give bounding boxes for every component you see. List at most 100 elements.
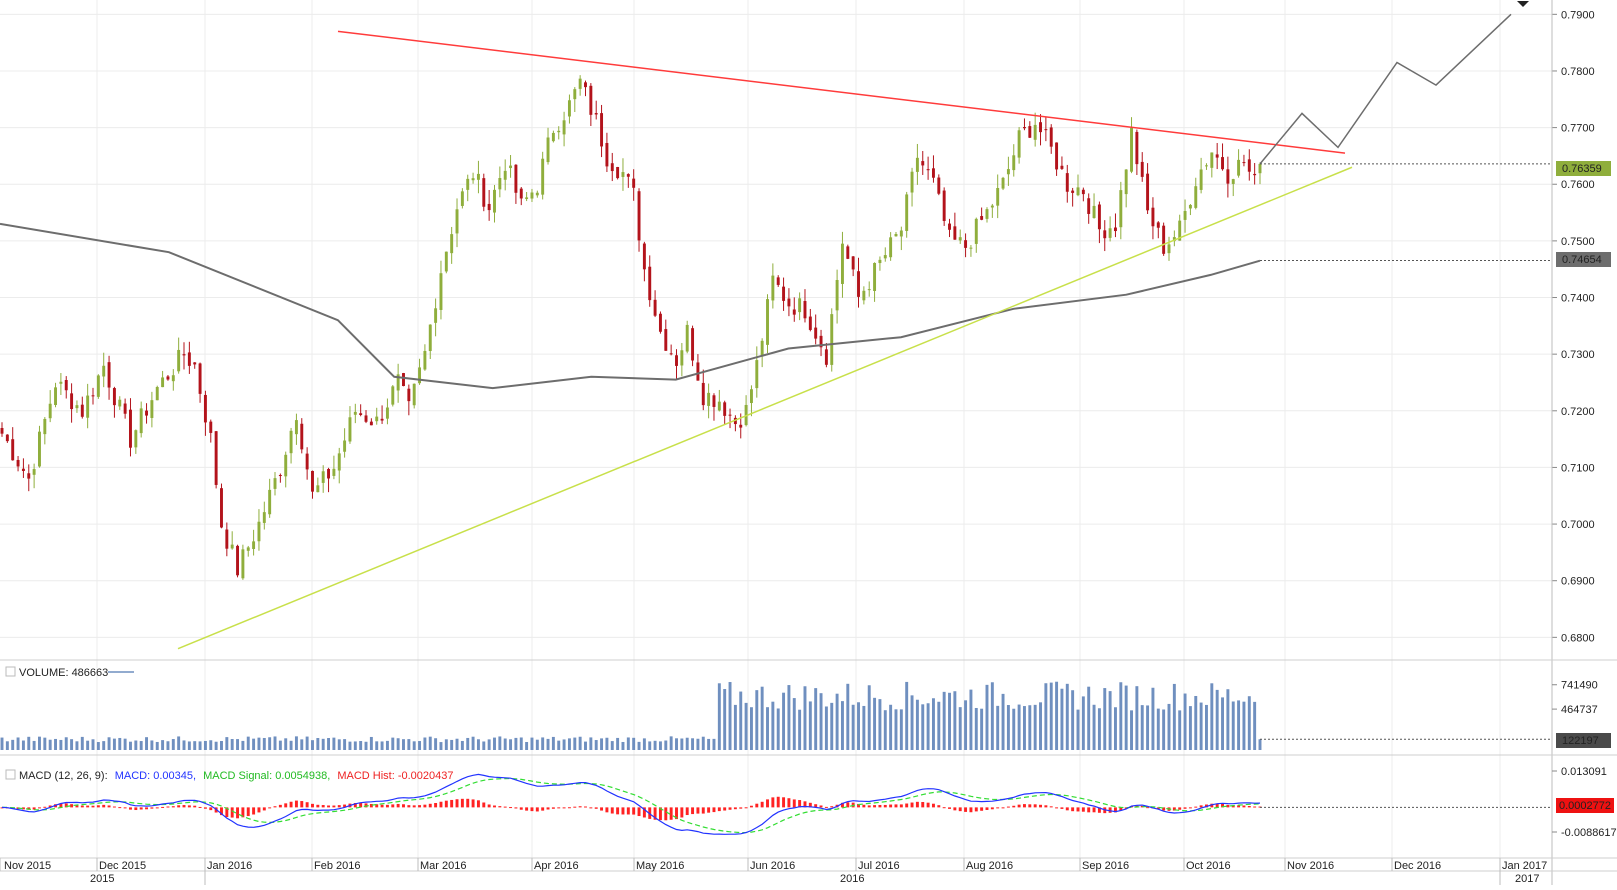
candle-body (391, 386, 395, 405)
volume-bar (32, 740, 36, 750)
volume-bar (455, 738, 459, 750)
macd-hist-bar (915, 801, 919, 808)
candle-body (305, 453, 309, 470)
candle-body (830, 314, 834, 365)
volume-bar (969, 689, 973, 750)
macd-hist-bar (1221, 804, 1224, 808)
macd-hist-bar (171, 806, 175, 808)
volume-bar (840, 701, 844, 750)
macd-hist-bar (412, 805, 416, 808)
candle-body (509, 165, 513, 169)
macd-legend-hist: MACD Hist: -0.0020437 (337, 770, 453, 782)
macd-hist-bar (1092, 807, 1096, 813)
macd-hist-bar (541, 807, 545, 811)
candle-body (658, 313, 662, 332)
volume-bar (1039, 702, 1042, 750)
chevron-down-icon[interactable] (1517, 1, 1529, 7)
candle-body (332, 468, 336, 476)
candle-body (418, 367, 422, 384)
y-tick-label: 0.7600 (1561, 179, 1595, 191)
volume-bar (1060, 688, 1064, 750)
macd-toggle-box[interactable] (5, 769, 16, 780)
candle-body (187, 352, 191, 366)
macd-legend: MACD (12, 26, 9): MACD: 0.00345, MACD Si… (19, 770, 454, 782)
candle-body (562, 120, 566, 135)
macd-hist-bar (359, 802, 363, 808)
candle-body (664, 329, 668, 351)
volume-bar (444, 739, 448, 750)
macd-hist-bar (1033, 804, 1037, 808)
volume-bar (198, 741, 202, 750)
macd-hist-bar (610, 807, 614, 814)
candle-body (32, 469, 36, 475)
candle-body (311, 470, 314, 492)
candle-body (321, 471, 325, 483)
volume-bar (744, 702, 748, 750)
macd-hist-bar (96, 805, 100, 808)
candle-body (787, 298, 791, 307)
volume-bar (974, 707, 978, 750)
volume-bar (337, 739, 341, 750)
candle-body (1044, 129, 1048, 131)
x-tick-label: Oct 2016 (1186, 860, 1231, 872)
x-tick-label: Jan 2016 (207, 860, 252, 872)
candle-body (610, 163, 614, 172)
candle-body (1231, 179, 1235, 184)
macd-hist-bar (252, 807, 256, 815)
volume-bar (616, 737, 620, 750)
candle-body (27, 473, 31, 479)
macd-hist-bar (792, 799, 796, 808)
candle-body (503, 170, 507, 180)
macd-hist-bar (327, 805, 331, 808)
candle-body (482, 178, 486, 207)
macd-hist-bar (1055, 807, 1059, 809)
candle-body (921, 161, 925, 166)
volume-toggle-box[interactable] (5, 666, 16, 677)
volume-bar (792, 698, 796, 750)
volume-bar (926, 703, 930, 750)
candle-body (1146, 173, 1150, 211)
volume-bar (139, 741, 143, 750)
ma-badge-text: 0.74654 (1562, 254, 1602, 266)
x-tick-label: Dec 2016 (1394, 860, 1441, 872)
volume-bar (1247, 696, 1251, 750)
volume-bar (1119, 682, 1123, 750)
volume-bar (396, 738, 400, 750)
candle-body (546, 137, 550, 163)
candle-body (584, 82, 587, 88)
volume-bar (466, 737, 470, 750)
candle-body (455, 209, 459, 234)
candle-body (894, 234, 898, 237)
volume-bar (187, 741, 191, 750)
macd-hist-bar (107, 805, 111, 808)
volume-bar (391, 737, 395, 750)
candle-body (733, 417, 737, 425)
macd-hist-bar (1194, 806, 1198, 808)
macd-signal-line (2, 777, 1261, 834)
volume-bar (225, 737, 229, 750)
candle-body (450, 234, 454, 254)
macd-hist-bar (766, 799, 769, 808)
macd-hist-bar (985, 807, 989, 810)
candle-body (54, 387, 57, 406)
volume-bar (450, 739, 454, 750)
candle-body (707, 392, 711, 406)
candle-body (471, 178, 475, 181)
volume-bar (1140, 705, 1144, 750)
volume-bar (546, 738, 550, 750)
candle-body (423, 350, 427, 370)
macd-hist-bar (139, 807, 143, 810)
candle-body (541, 158, 545, 195)
candle-body (739, 424, 743, 428)
candle-body (375, 416, 379, 422)
volume-bar (59, 739, 63, 750)
candle-body (1226, 169, 1230, 184)
volume-bar (70, 739, 74, 750)
candle-body (803, 301, 807, 319)
macd-hist-bar (284, 803, 288, 808)
candle-body (129, 409, 132, 448)
candle-body (1022, 127, 1026, 129)
volume-bar (551, 736, 555, 750)
macd-hist-bar (203, 807, 207, 809)
volume-bar (1113, 707, 1117, 750)
